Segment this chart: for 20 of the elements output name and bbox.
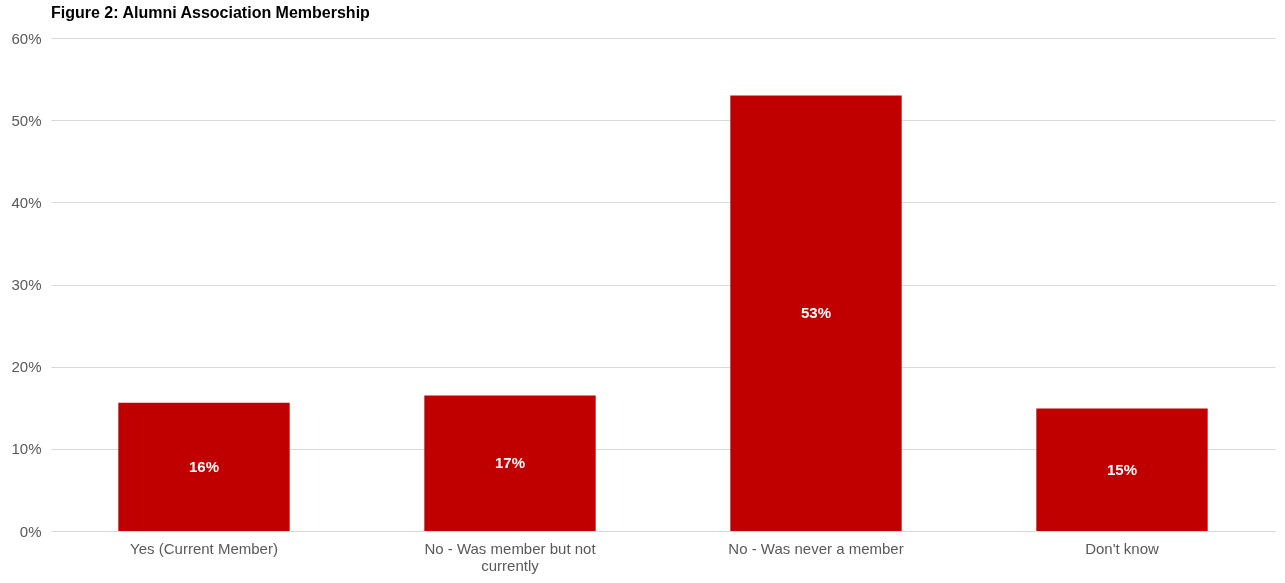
data-label: 16% (188, 457, 220, 475)
y-tick-label: 0% (19, 522, 42, 540)
bar (424, 395, 596, 531)
y-tick-label: 40% (11, 193, 42, 211)
x-tick-label: Yes (Current Member) (130, 539, 278, 557)
y-tick-label: 50% (11, 111, 42, 129)
bar (1036, 408, 1208, 531)
bar (730, 95, 902, 531)
x-tick-label: No - Was member but not currently (424, 539, 597, 574)
data-label: 53% (800, 304, 832, 322)
bar (118, 402, 290, 531)
x-tick-label: No - Was never a member (728, 539, 904, 557)
y-tick-label: 20% (11, 358, 42, 376)
data-label: 15% (1106, 460, 1138, 478)
chart-title: Figure 2: Alumni Association Membership (51, 4, 371, 21)
y-tick-label: 30% (11, 276, 42, 293)
data-label: 17% (494, 454, 526, 472)
y-tick-label: 10% (11, 440, 42, 458)
x-tick-label: Don't know (1085, 539, 1160, 557)
y-tick-label: 60% (11, 29, 42, 47)
